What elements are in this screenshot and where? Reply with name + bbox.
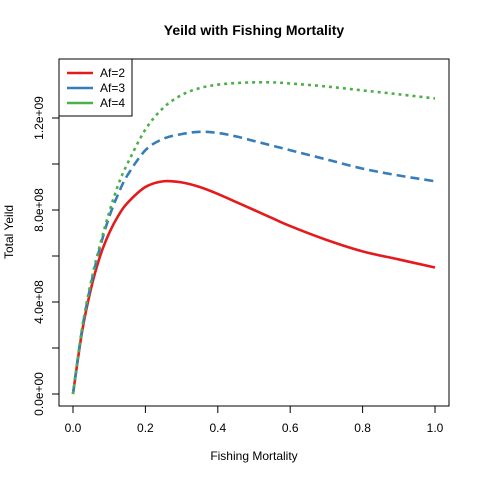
legend-label-3: Af=4	[100, 96, 125, 110]
series-line-3	[71, 80, 436, 395]
legend-label-2: Af=3	[100, 81, 125, 95]
x-tick-label: 0.0	[65, 421, 82, 435]
x-tick-label: 0.6	[282, 421, 299, 435]
x-tick-label: 1.0	[427, 421, 444, 435]
y-axis-label: Total Yeild	[2, 205, 16, 259]
x-tick-label: 0.4	[209, 421, 226, 435]
y-axis: 0.0e+00 4.0e+08 8.0e+08 1.2e+09	[32, 96, 60, 416]
x-tick-label: 0.2	[137, 421, 154, 435]
y-tick-label: 4.0e+08	[32, 280, 46, 324]
y-tick-label: 0.0e+00	[32, 372, 46, 416]
chart-title: Yeild with Fishing Mortality	[164, 22, 345, 38]
y-tick-label: 1.2e+09	[32, 96, 46, 140]
x-tick-label: 0.8	[354, 421, 371, 435]
series-layer	[71, 80, 436, 395]
y-tick-label: 8.0e+08	[32, 188, 46, 232]
legend-label-1: Af=2	[100, 66, 125, 80]
x-axis-label: Fishing Mortality	[210, 449, 297, 463]
legend: Af=2Af=3Af=4	[58, 58, 133, 117]
x-axis: 0.0 0.2 0.4 0.6 0.8 1.0	[65, 405, 444, 435]
series-line-2	[71, 130, 436, 395]
series-line-1	[71, 179, 436, 395]
